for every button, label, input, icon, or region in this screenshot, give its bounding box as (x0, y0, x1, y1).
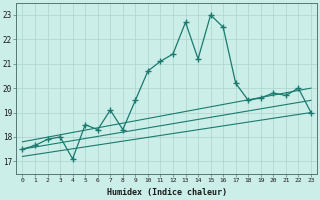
X-axis label: Humidex (Indice chaleur): Humidex (Indice chaleur) (107, 188, 227, 197)
